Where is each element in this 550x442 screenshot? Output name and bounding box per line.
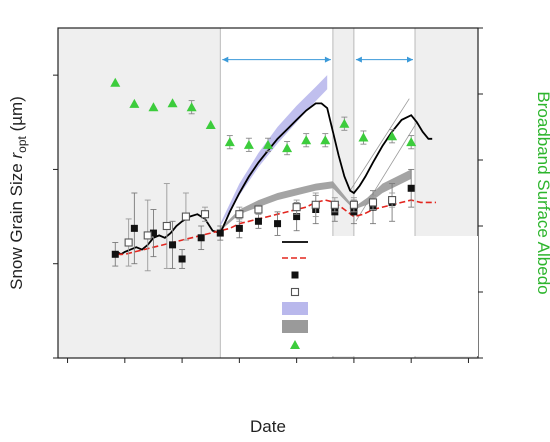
annot-arrowhead-right-0 [324,56,331,63]
marker-3-1 [143,231,152,240]
marker-6-11 [320,135,331,145]
marker-6-8 [263,139,273,149]
marker-3-4 [200,210,210,219]
marker-2-0 [111,250,119,258]
annot-arrowhead-left-2 [355,56,362,63]
marker-3-8 [311,200,320,209]
annotations [222,56,413,63]
y-axis-title-right: Broadband Surface Albedo [534,91,550,294]
marker-2-9 [274,220,282,228]
marker-3-7 [292,203,301,212]
marker-3-2 [162,221,171,231]
marker-6-1 [129,98,140,108]
marker-6-12 [339,118,350,128]
marker-2-4 [178,255,186,263]
marker-2-8 [254,217,262,225]
shaded-period-0 [58,28,221,358]
annot-arrowhead-right-2 [407,56,413,63]
plot-frame [57,27,479,359]
marker-3-9 [330,200,339,209]
marker-3-0 [124,238,133,247]
legend-swatch-2 [291,271,299,279]
marker-6-2 [148,102,159,112]
marker-2-3 [169,241,177,249]
y-axis-title-left: Snow Grain Size ropt (µm) [7,96,29,290]
marker-6-3 [167,98,178,108]
marker-6-10 [301,135,312,145]
marker-3-5 [235,210,244,219]
marker-3-12 [388,196,397,205]
band-4 [220,75,328,226]
legend-swatch-5 [282,320,308,333]
x-axis-title: Date [250,417,286,436]
marker-6-4 [186,102,197,112]
marker-2-10 [293,213,301,221]
legend-box [276,236,478,356]
marker-6-13 [358,132,369,142]
marker-6-9 [282,143,293,153]
marker-6-14 [387,131,398,141]
axes [53,27,483,363]
marker-3-3 [181,212,190,221]
observation-markers [110,77,417,272]
marker-2-5 [197,234,205,242]
line-series-0 [116,102,433,256]
marker-6-6 [224,137,235,147]
marker-3-6 [254,205,263,214]
marker-3-10 [349,200,358,209]
marker-6-5 [205,120,216,130]
annot-arrowhead-left-0 [222,56,229,63]
marker-2-1 [130,224,138,232]
marker-6-7 [243,139,254,149]
marker-6-15 [406,137,417,147]
guide-line-1 [355,122,418,222]
marker-2-2 [149,229,157,237]
legend-swatch-4 [282,302,308,315]
marker-2-6 [216,229,224,237]
marker-3-11 [368,198,378,207]
legend-swatch-6 [290,340,300,349]
legend-swatch-3 [290,287,300,297]
marker-2-7 [235,224,243,232]
marker-6-0 [110,77,121,87]
legend [276,236,478,356]
guide-lines [349,98,418,222]
marker-2-16 [407,184,415,192]
guide-line-0 [349,98,410,191]
